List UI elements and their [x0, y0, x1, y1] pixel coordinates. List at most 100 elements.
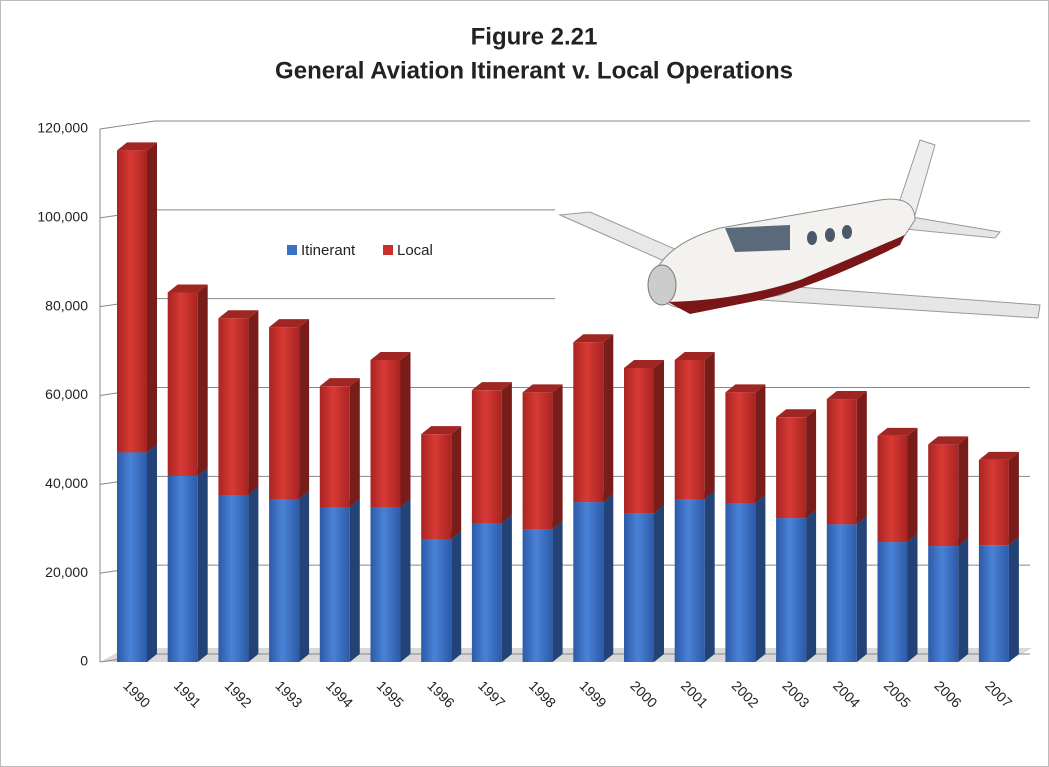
bar — [117, 452, 147, 662]
legend-swatch — [287, 245, 297, 255]
bar-top — [978, 451, 1019, 460]
bar-side — [451, 426, 462, 539]
bar-side — [958, 538, 969, 662]
bar — [370, 506, 401, 662]
bar-top — [117, 142, 157, 151]
bar — [269, 327, 300, 499]
bar-side — [400, 351, 411, 507]
chart-title: Figure 2.21 — [471, 23, 598, 50]
bar — [471, 390, 502, 523]
bar-side — [603, 494, 614, 662]
bar-side — [704, 490, 715, 662]
bar — [218, 318, 249, 495]
bar-side — [197, 284, 208, 476]
bar-side — [806, 409, 817, 519]
bar-side — [704, 351, 715, 499]
bar-side — [501, 514, 512, 662]
bar-top — [319, 378, 360, 387]
bar — [826, 524, 857, 662]
bar-top — [776, 409, 817, 418]
bar-top — [421, 426, 462, 435]
bar — [421, 434, 452, 539]
airplane-photo — [555, 135, 1045, 325]
bar-side — [501, 382, 512, 523]
bar-top — [624, 359, 664, 368]
bar — [725, 392, 756, 503]
legend-label: Itinerant — [301, 242, 356, 259]
bar — [167, 475, 198, 662]
bar-side — [1008, 537, 1019, 662]
bar — [573, 502, 604, 662]
y-tick-label: 120,000 — [37, 120, 88, 136]
bar-side — [349, 498, 360, 662]
bar — [319, 506, 350, 662]
bar-side — [299, 319, 310, 499]
bar-top — [269, 319, 310, 328]
bar-top — [725, 384, 766, 393]
bar-side — [147, 444, 157, 662]
bar-side — [248, 486, 259, 662]
bar — [928, 546, 959, 662]
y-tick-label: 100,000 — [37, 209, 88, 225]
bar-side — [958, 436, 969, 547]
bar-side — [451, 530, 462, 662]
bar-top — [522, 384, 563, 393]
bar-side — [907, 534, 918, 662]
bar-side — [1008, 451, 1019, 546]
bar-side — [349, 378, 360, 507]
legend-label: Local — [397, 242, 433, 259]
bar — [877, 542, 908, 662]
bar — [928, 444, 959, 547]
y-tick-label: 40,000 — [45, 475, 88, 491]
bar-top — [218, 310, 259, 319]
bar — [167, 292, 198, 476]
y-tick-label: 0 — [80, 653, 88, 669]
bar — [674, 498, 705, 662]
bar — [218, 494, 249, 662]
bar — [776, 518, 807, 662]
y-tick-label: 20,000 — [45, 564, 88, 580]
bar — [826, 399, 857, 525]
bar-side — [552, 521, 563, 662]
bar — [269, 498, 300, 662]
bar-side — [755, 494, 766, 662]
bar — [522, 529, 553, 662]
bar-side — [654, 359, 664, 514]
bar-side — [147, 142, 157, 453]
bar-side — [299, 490, 310, 662]
bar — [725, 502, 756, 662]
bar-side — [603, 334, 614, 503]
bar — [522, 392, 553, 530]
bar-top — [471, 382, 512, 391]
bar-side — [856, 391, 867, 525]
bar-top — [826, 391, 867, 400]
y-tick-label: 60,000 — [45, 386, 88, 402]
bar-top — [573, 334, 614, 343]
bar-side — [197, 467, 208, 662]
bar — [117, 150, 147, 453]
bar — [624, 367, 654, 514]
bar — [978, 545, 1009, 662]
bar — [370, 359, 401, 507]
bar — [471, 522, 502, 662]
y-tick-label: 80,000 — [45, 297, 88, 313]
bar-top — [167, 284, 208, 293]
bar — [978, 459, 1009, 546]
bar-side — [806, 510, 817, 662]
bar — [877, 435, 908, 543]
legend-swatch — [383, 245, 393, 255]
bar — [319, 386, 350, 507]
chart-subtitle: General Aviation Itinerant v. Local Oper… — [275, 57, 793, 84]
bar-top — [928, 436, 969, 445]
bar — [573, 342, 604, 503]
bar-side — [755, 384, 766, 503]
bar-top — [370, 351, 411, 360]
bar — [624, 513, 654, 662]
bar — [421, 538, 452, 662]
bar-side — [856, 516, 867, 662]
bar-side — [552, 384, 563, 530]
bar-side — [248, 310, 259, 495]
bar-side — [654, 505, 664, 662]
bar-top — [877, 427, 918, 436]
